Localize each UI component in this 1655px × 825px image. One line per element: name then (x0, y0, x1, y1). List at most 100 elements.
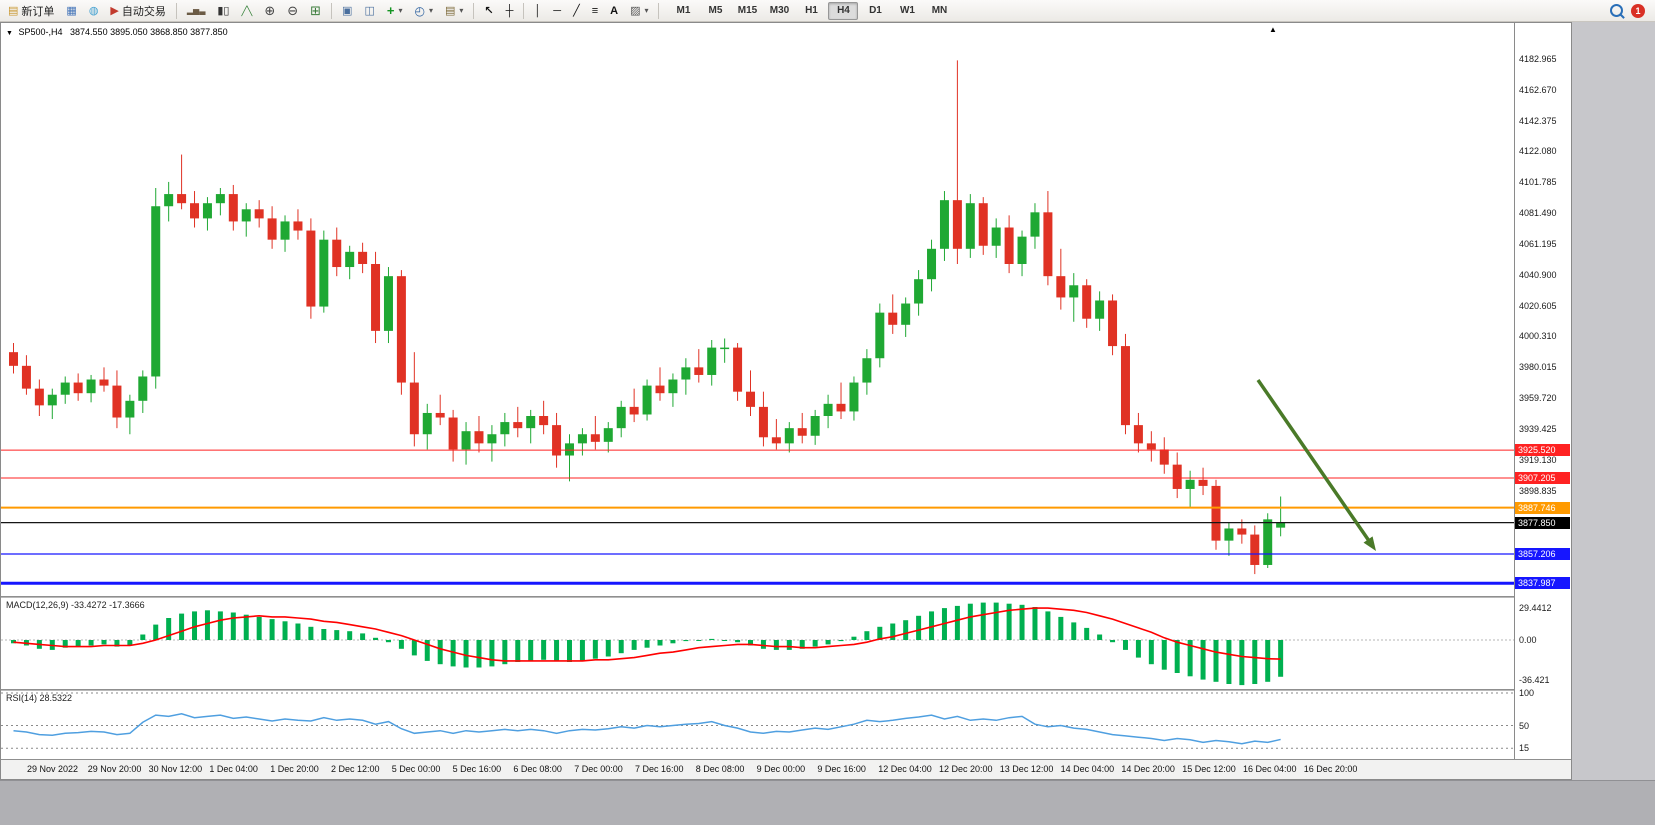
equidistant-channel-button[interactable]: ≡ (587, 1, 603, 21)
bar-chart-button[interactable]: ▂▅▃ (182, 1, 210, 21)
candle (1082, 285, 1092, 319)
timeframe-group: M1 M5 M15 M30 H1 H4 D1 W1 MN (667, 1, 955, 20)
chart-shift-marker-icon[interactable]: ▲ (1269, 25, 1277, 34)
price-level-badge: 3887.746 (1515, 501, 1570, 514)
candle (9, 352, 18, 366)
text-tool-button[interactable]: A (605, 1, 623, 21)
timeframe-m15-button[interactable]: M15 (737, 4, 758, 16)
line-chart-icon: ╱╲ (241, 5, 253, 16)
time-axis[interactable]: 29 Nov 2022 29 Nov 20:00 30 Nov 12:00 1 Dec… (1, 759, 1571, 779)
time-tick: 30 Nov 12:00 (148, 764, 203, 774)
new-order-button[interactable]: ▤ 新订单 (3, 1, 59, 21)
rsi-panel[interactable] (1, 691, 1514, 759)
time-tick: 16 Dec 20:00 (1303, 764, 1358, 774)
vertical-line-button[interactable]: │ (529, 1, 546, 21)
trendline-button[interactable]: ╱ (568, 1, 585, 21)
time-tick: 14 Dec 04:00 (1060, 764, 1115, 774)
panel-splitter[interactable] (1, 689, 1514, 691)
workspace-right-area (1572, 22, 1655, 780)
periods-button[interactable]: ◴ ▾ (409, 1, 438, 21)
candle (939, 200, 949, 249)
crosshair-button[interactable]: ┼ (501, 1, 519, 21)
shapes-button[interactable]: ▨ ▾ (625, 1, 653, 21)
candle (1069, 285, 1079, 298)
toolbar: ▤ 新订单 ▦ ◍ ▶ 自动交易 ▂▅▃ ▮▯ ╱╲ ⊕ ⊖ ⊞ (0, 0, 1655, 22)
shapes-icon: ▨ (630, 4, 641, 17)
new-chart-button[interactable]: ▦ (61, 1, 81, 21)
price-tick: 4000.310 (1519, 331, 1557, 342)
candle (539, 416, 549, 426)
cascade-windows-button[interactable]: ◫ (359, 1, 379, 21)
price-tick: 3898.835 (1519, 485, 1557, 496)
search-icon[interactable] (1610, 4, 1623, 17)
timeframe-d1-button[interactable]: D1 (869, 4, 882, 16)
new-order-icon: ▤ (8, 4, 19, 17)
grid-button[interactable]: ⊞ (305, 1, 326, 21)
time-tick: 7 Dec 00:00 (574, 764, 623, 774)
horizontal-line-button[interactable]: ─ (548, 1, 566, 21)
macd-axis-label: 29.4412 (1519, 602, 1552, 613)
chevron-down-icon: ▾ (428, 6, 433, 15)
tile-windows-button[interactable]: ▣ (337, 1, 357, 21)
toolbar-separator (331, 2, 333, 19)
candle (875, 312, 885, 359)
candle (1146, 443, 1156, 450)
line-chart-button[interactable]: ╱╲ (236, 1, 257, 21)
cursor-icon: ↖ (484, 4, 494, 17)
grid-icon: ⊞ (310, 2, 322, 18)
candle (836, 403, 846, 412)
toolbar-separator (523, 2, 525, 19)
candlestick-chart-button[interactable]: ▮▯ (212, 1, 234, 21)
timeframe-mn-button[interactable]: MN (931, 4, 948, 16)
trend-arrow-head-icon (1363, 536, 1376, 551)
candle (241, 209, 251, 222)
candle (564, 443, 574, 456)
candle (823, 403, 833, 416)
timeframe-m1-button[interactable]: M1 (676, 4, 691, 16)
candle (629, 406, 639, 415)
profiles-button[interactable]: ◍ (84, 1, 104, 21)
bar-chart-icon: ▂▅▃ (186, 5, 206, 15)
candle (707, 347, 717, 375)
zoom-out-button[interactable]: ⊖ (282, 1, 303, 21)
timeframe-h1-button[interactable]: H1 (805, 4, 818, 16)
price-tick: 4061.195 (1519, 238, 1557, 249)
collapse-icon[interactable]: ▼ (6, 30, 13, 37)
candle (552, 425, 562, 456)
chevron-down-icon: ▾ (398, 6, 403, 15)
candle (280, 221, 290, 240)
timeframe-m30-button[interactable]: M30 (769, 4, 790, 16)
candle (1095, 300, 1105, 319)
notification-badge[interactable]: 1 (1631, 3, 1645, 18)
price-axis[interactable]: 4182.965 4162.670 4142.375 4122.080 4101.785… (1514, 23, 1571, 759)
candle (513, 422, 523, 429)
zoom-in-button[interactable]: ⊕ (259, 1, 280, 21)
trend-arrow[interactable] (1256, 379, 1372, 544)
chart-canvas[interactable] (1, 26, 1514, 596)
rsi-label: RSI(14) 28.5322 (6, 693, 73, 703)
autotrading-button[interactable]: ▶ 自动交易 (105, 1, 170, 21)
candlestick-icon: ▮▯ (217, 4, 230, 17)
candle (758, 406, 768, 438)
chevron-down-icon: ▾ (459, 6, 464, 15)
panel-splitter[interactable] (1, 596, 1514, 598)
price-tick: 3919.130 (1519, 454, 1557, 465)
macd-label: MACD(12,26,9) -33.4272 -17.3666 (6, 600, 145, 610)
candle (965, 203, 975, 249)
cursor-button[interactable]: ↖ (479, 1, 498, 21)
toolbar-separator (658, 2, 660, 19)
time-tick: 16 Dec 04:00 (1243, 764, 1297, 774)
timeframe-h4-button[interactable]: H4 (828, 1, 859, 20)
candle (901, 303, 911, 325)
time-tick: 5 Dec 16:00 (452, 764, 502, 774)
timeframe-m5-button[interactable]: M5 (708, 4, 723, 16)
macd-panel[interactable] (1, 598, 1514, 687)
workspace-bottom-area (0, 780, 1655, 825)
candle (1263, 519, 1273, 565)
timeframe-w1-button[interactable]: W1 (899, 4, 915, 16)
macd-axis-label: -36.421 (1519, 675, 1550, 686)
indicators-button[interactable]: + ▾ (382, 1, 408, 21)
templates-button[interactable]: ▤ ▾ (440, 1, 468, 21)
candle (927, 248, 937, 280)
